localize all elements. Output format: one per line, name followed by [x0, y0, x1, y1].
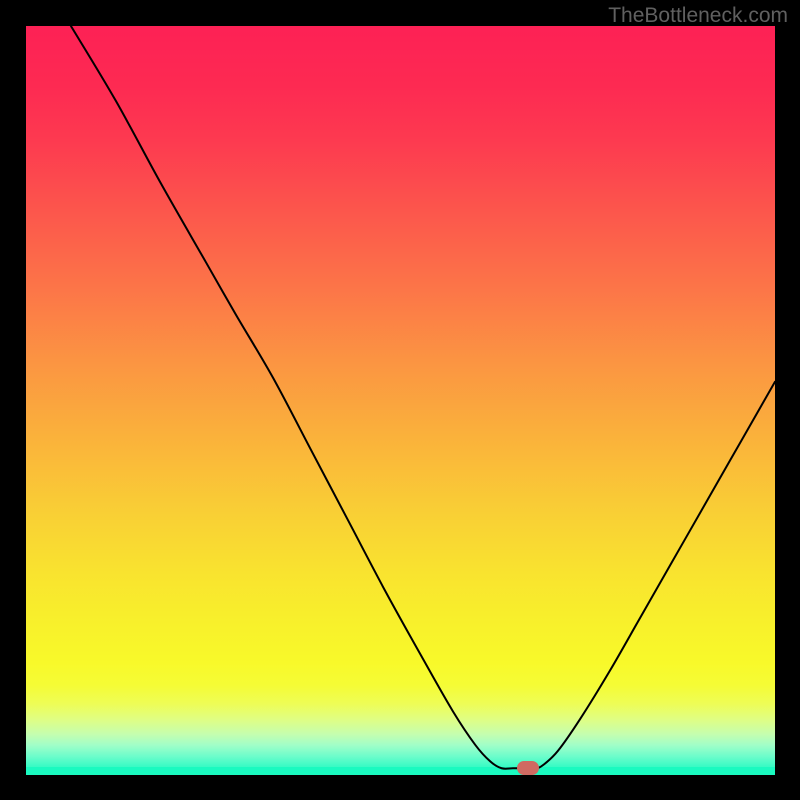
optimal-marker — [517, 761, 539, 775]
chart-svg — [26, 26, 775, 775]
plot-area — [26, 26, 775, 775]
watermark-text: TheBottleneck.com — [608, 4, 788, 28]
bottleneck-curve — [71, 26, 775, 769]
